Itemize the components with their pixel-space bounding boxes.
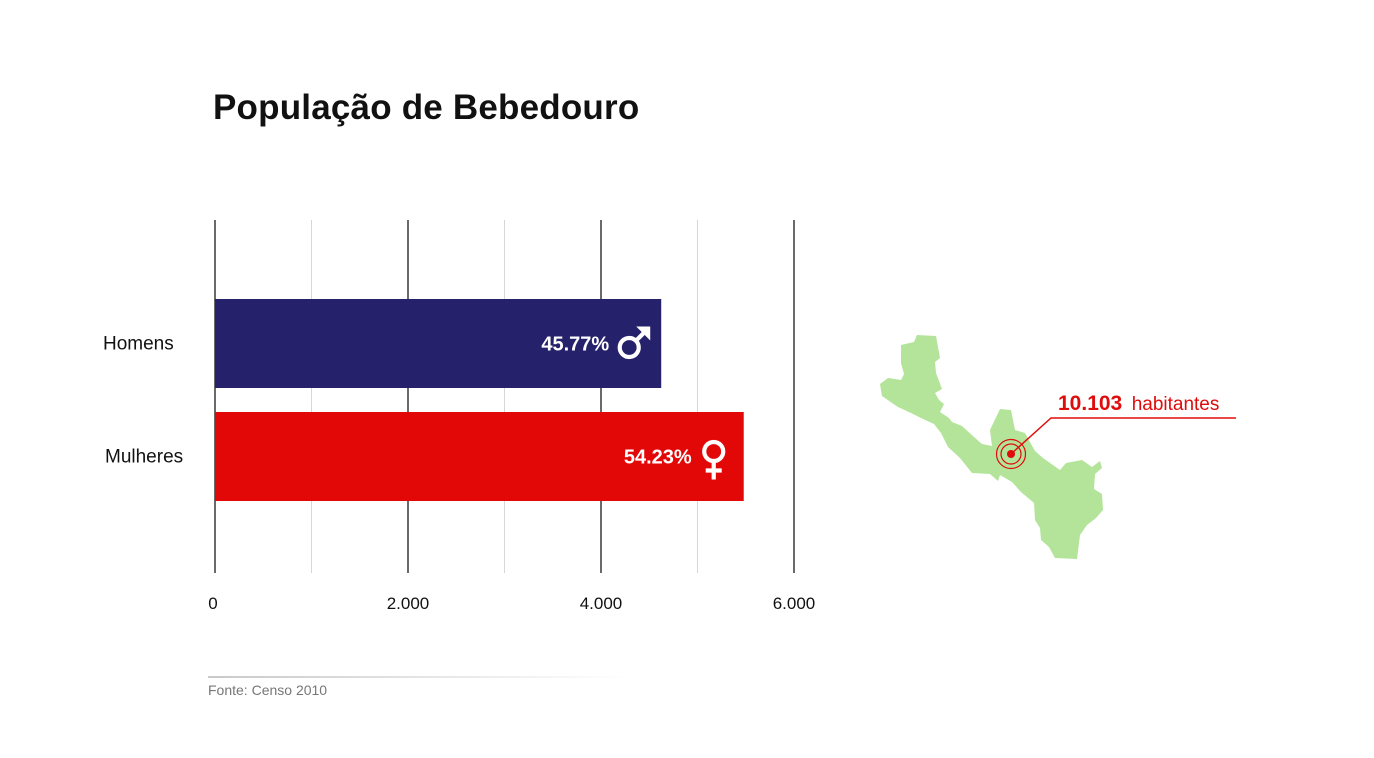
location-ring-inner — [1000, 443, 1022, 465]
x-axis-tick-labels: 0 2.000 4.000 6.000 — [208, 594, 815, 613]
bebedouro-map-shape — [880, 335, 1103, 559]
source-divider — [208, 676, 628, 678]
bar-homens — [215, 299, 662, 388]
x-tick-label: 0 — [208, 594, 217, 613]
bebedouro-map-icon: 10.103 habitantes — [880, 335, 1236, 559]
category-labels: Homens Mulheres — [103, 334, 183, 468]
population-value: 10.103 — [1058, 392, 1122, 415]
callout-leader-line — [1010, 417, 1236, 455]
bar-mulheres — [215, 412, 744, 501]
female-symbol-icon — [702, 439, 726, 480]
x-tick-label: 6.000 — [773, 594, 816, 613]
population-unit: habitantes — [1132, 394, 1220, 415]
category-label-mulheres: Mulheres — [105, 447, 183, 468]
category-label-homens: Homens — [103, 334, 174, 355]
bar-value-label: 54.23% — [624, 447, 692, 469]
chart-title: População de Bebedouro — [213, 88, 640, 127]
x-tick-label: 4.000 — [580, 594, 623, 613]
x-tick-label: 2.000 — [387, 594, 430, 613]
grid-lines — [214, 220, 795, 573]
bar-value-label: 45.77% — [541, 334, 609, 356]
location-ring-outer — [995, 438, 1027, 470]
bars: 45.77% 54.23% — [215, 299, 744, 501]
population-callout: 10.103 habitantes — [1058, 392, 1219, 415]
male-symbol-icon — [617, 326, 651, 360]
source-note: Fonte: Censo 2010 — [208, 682, 328, 698]
